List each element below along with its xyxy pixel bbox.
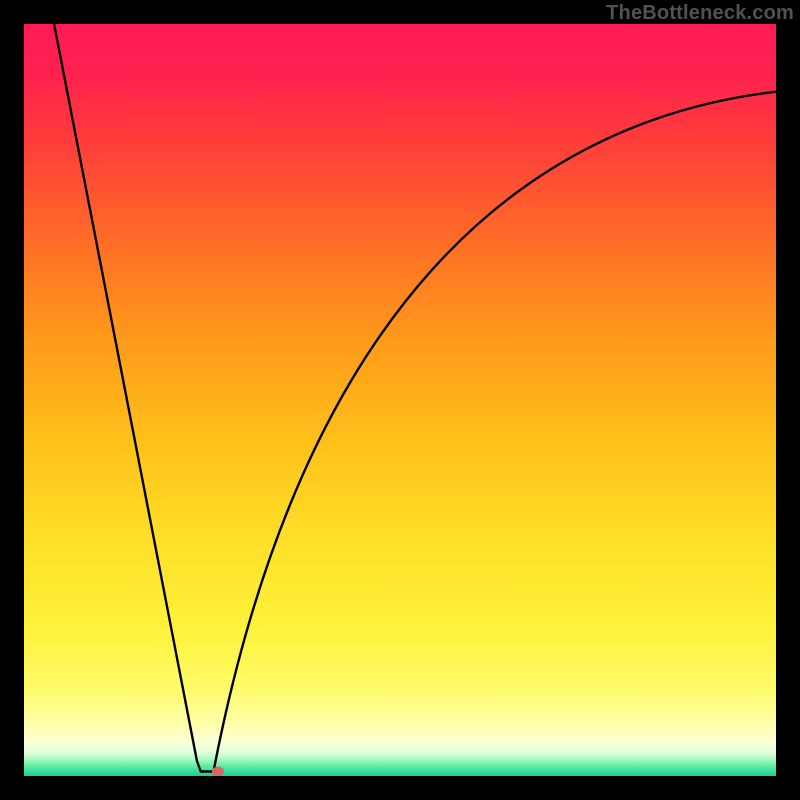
plot-area — [24, 24, 776, 776]
bottleneck-chart — [24, 24, 776, 776]
frame: TheBottleneck.com — [0, 0, 800, 800]
watermark-text: TheBottleneck.com — [606, 2, 794, 25]
gradient-background — [24, 24, 776, 776]
